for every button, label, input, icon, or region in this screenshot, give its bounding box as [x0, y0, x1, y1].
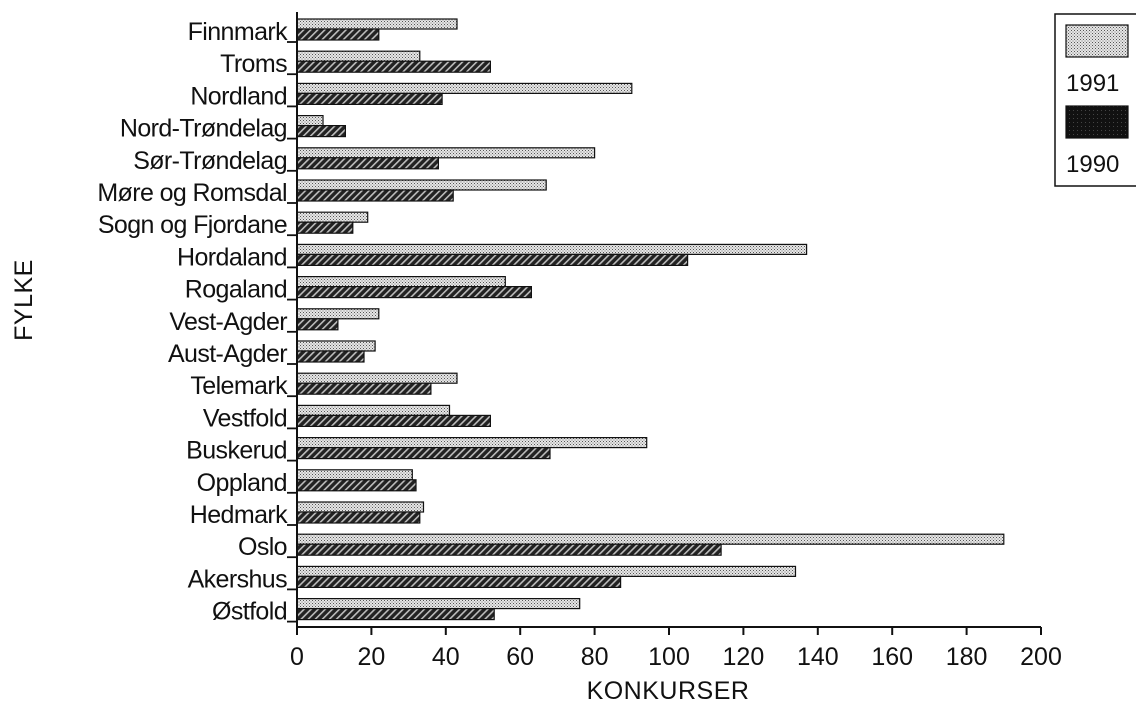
legend: 1991 1990 — [1054, 13, 1136, 187]
category-label: Akershus — [188, 565, 288, 593]
x-tick-label: 80 — [581, 643, 609, 671]
bar-1991-troms — [296, 50, 421, 62]
legend-label-1991: 1991 — [1066, 70, 1119, 97]
x-tick-label: 180 — [946, 643, 988, 671]
bar-1991-østfold — [296, 597, 581, 610]
bar-1991-møre-og-romsdal — [296, 179, 547, 191]
bar-1991-nord-trøndelag — [296, 114, 324, 127]
bar-1991-rogaland — [296, 276, 506, 288]
bar-1990-vestfold — [296, 414, 491, 427]
x-tick-label: 60 — [506, 643, 534, 671]
bar-1991-aust-agder — [296, 340, 376, 352]
bar-1990-hedmark — [296, 511, 421, 524]
category-label: Troms — [220, 50, 287, 78]
category-label: Vestfold — [203, 404, 287, 432]
bar-1991-hordaland — [296, 243, 808, 255]
bar-1991-oppland — [296, 469, 413, 481]
bar-1990-finnmark — [296, 28, 380, 41]
bar-1990-buskerud — [296, 447, 551, 460]
category-label: Møre og Romsdal — [97, 179, 287, 207]
x-tick-label: 160 — [871, 643, 913, 671]
plot-area: Finnmark Troms Nordland Nord-Trøndelag Sør-T… — [10, 12, 1062, 703]
x-tick-label: 120 — [723, 643, 765, 671]
bar-1991-oslo — [296, 533, 1005, 545]
bar-1991-sør-trøndelag — [296, 147, 596, 159]
bar-1990-oslo — [296, 543, 722, 556]
legend-swatch-1991 — [1065, 24, 1129, 58]
x-tick-label: 200 — [1020, 643, 1062, 671]
bar-1991-finnmark — [296, 18, 458, 30]
bar-1990-møre-og-romsdal — [296, 189, 454, 202]
x-tick-label: 0 — [290, 643, 304, 671]
bar-1990-troms — [296, 60, 491, 73]
bar-1991-vestfold — [296, 404, 451, 416]
category-label: Hedmark — [190, 501, 288, 529]
category-label: Nord-Trøndelag — [120, 115, 287, 143]
category-label: Rogaland — [185, 276, 287, 304]
bar-1991-hedmark — [296, 501, 425, 513]
category-label: Buskerud — [186, 437, 287, 465]
x-tick-label: 140 — [797, 643, 839, 671]
bar-1990-sogn-og-fjordane — [296, 221, 354, 234]
x-tick-label: 20 — [357, 643, 385, 671]
bar-1990-nordland — [296, 92, 443, 106]
bar-1991-akershus — [296, 565, 797, 578]
category-label: Vest-Agder — [169, 308, 287, 336]
bar-1990-hordaland — [296, 253, 689, 266]
bar-1990-sør-trøndelag — [296, 157, 439, 170]
bar-1990-rogaland — [296, 286, 532, 299]
bar-1990-akershus — [296, 575, 622, 589]
x-tick-label: 100 — [648, 643, 690, 671]
bar-1990-vest-agder — [296, 318, 339, 331]
category-label: Telemark — [190, 372, 288, 400]
category-label: Oslo — [238, 533, 287, 561]
category-label: Aust-Agder — [168, 340, 287, 368]
bar-1990-oppland — [296, 479, 417, 492]
legend-swatch-1990 — [1065, 105, 1129, 139]
bar-1991-vest-agder — [296, 308, 380, 320]
legend-label-1990: 1990 — [1066, 151, 1119, 178]
x-tick-label: 40 — [432, 643, 460, 671]
bar-1990-østfold — [296, 607, 495, 621]
bar-1991-nordland — [296, 82, 633, 95]
bar-1991-telemark — [296, 372, 458, 384]
y-axis-title: FYLKE — [10, 259, 38, 341]
bar-1990-aust-agder — [296, 350, 365, 363]
category-label: Finnmark — [188, 18, 288, 46]
category-label: Sør-Trøndelag — [133, 147, 287, 175]
category-label: Hordaland — [177, 243, 287, 271]
category-label: Nordland — [190, 82, 287, 110]
bar-1991-sogn-og-fjordane — [296, 211, 369, 223]
x-axis-title: KONKURSER — [587, 677, 750, 703]
bar-1990-nord-trøndelag — [296, 124, 347, 138]
category-label: Østfold — [212, 598, 287, 626]
bar-1991-buskerud — [296, 437, 648, 449]
category-label: Sogn og Fjordane — [98, 211, 287, 239]
category-label: Oppland — [197, 469, 287, 497]
bar-1990-telemark — [296, 382, 432, 395]
